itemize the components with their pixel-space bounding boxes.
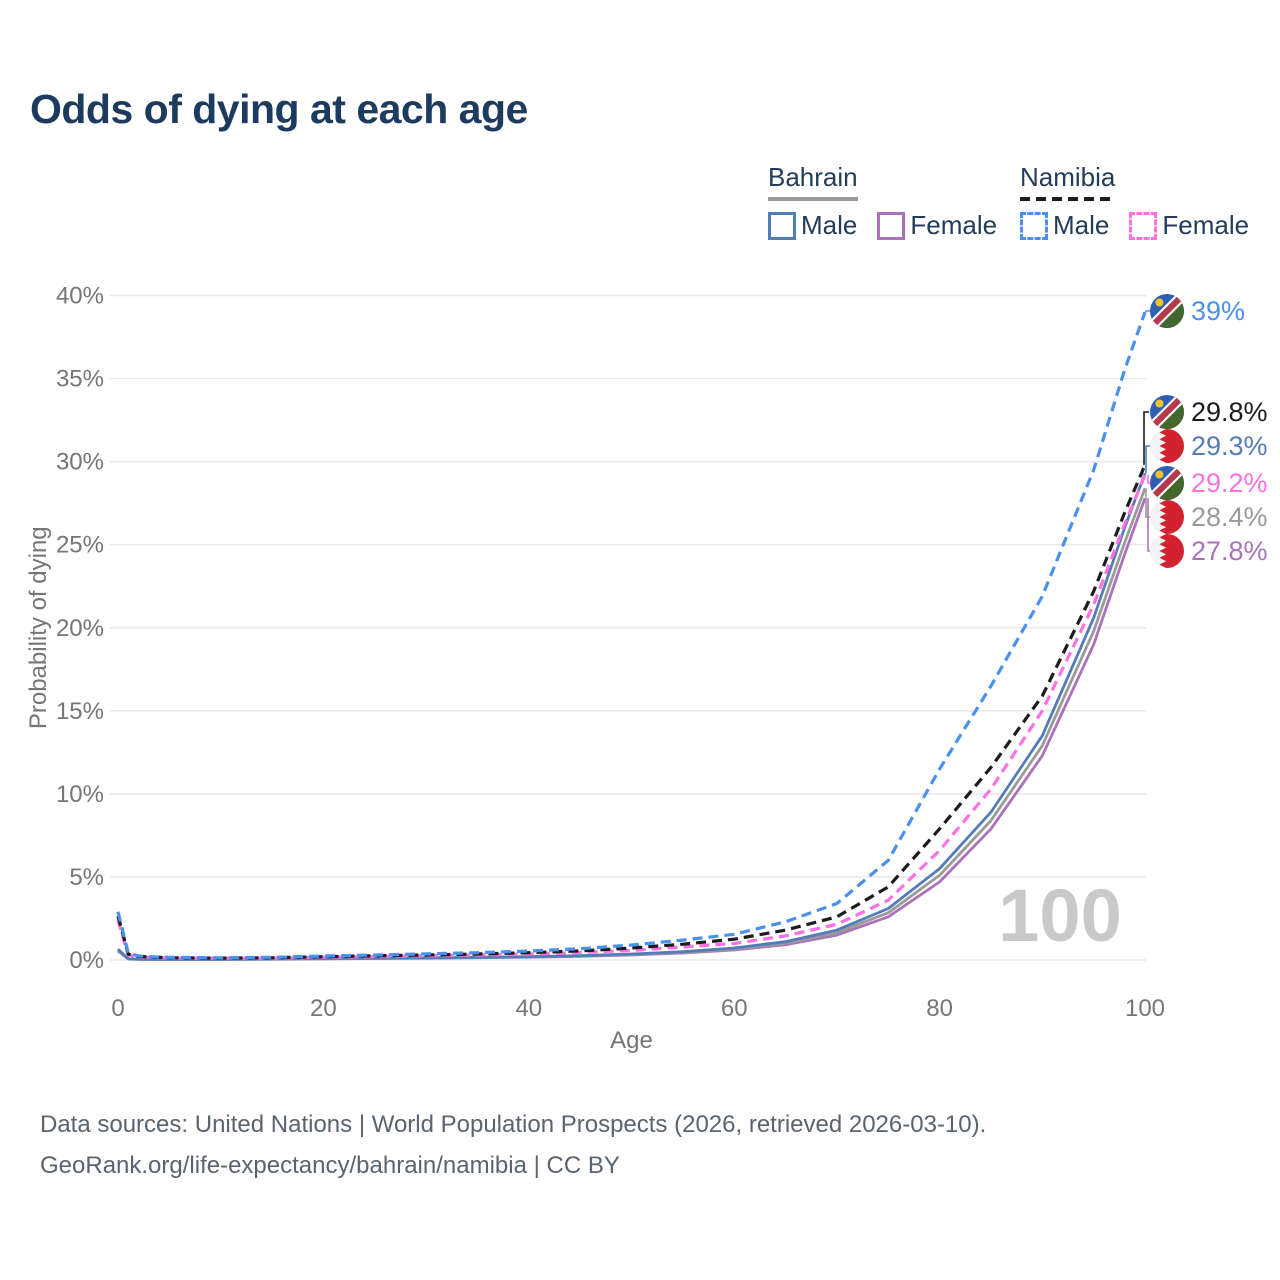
legend-underline-namibia: [1020, 197, 1116, 201]
source-url-text[interactable]: GeoRank.org/life-expectancy/bahrain/nami…: [40, 1152, 620, 1179]
leader-line-bahrain-male: [1145, 445, 1151, 474]
legend-underline-bahrain: [768, 197, 858, 201]
end-label-namibia-all: 29.8%: [1150, 395, 1268, 429]
bahrain-flag-icon: [1150, 534, 1184, 568]
end-label-value: 39%: [1191, 295, 1246, 326]
legend-country-bahrain[interactable]: Bahrain: [768, 162, 858, 201]
age-watermark: 100: [998, 874, 1121, 957]
legend-group-namibia: Namibia Male Female: [1020, 162, 1249, 241]
x-tick-label: 100: [1125, 995, 1165, 1022]
y-tick-label: 20%: [56, 615, 104, 642]
y-axis-title: Probability of dying: [25, 526, 52, 729]
legend-swatch-bahrain-male-icon: [768, 211, 796, 240]
legend-country-namibia[interactable]: Namibia: [1020, 162, 1116, 201]
legend-item-label: Male: [1053, 210, 1110, 240]
end-label-namibia-male: 39%: [1150, 294, 1245, 328]
legend-item-label: Female: [910, 210, 998, 240]
legend-items-bahrain: Male Female: [768, 210, 997, 241]
series-line-namibia-female[interactable]: [116, 474, 1147, 960]
legend-item-bahrain-female[interactable]: Female: [877, 210, 997, 241]
series-line-namibia-male[interactable]: [116, 311, 1147, 960]
bahrain-flag-icon: [1150, 500, 1184, 534]
series-line-namibia-all[interactable]: [116, 464, 1147, 960]
namibia-flag-icon: [1150, 294, 1184, 328]
y-tick-label: 35%: [56, 366, 104, 393]
legend-swatch-namibia-female-icon: [1129, 211, 1158, 240]
end-label-value: 29.2%: [1191, 467, 1268, 498]
legend-item-namibia-male[interactable]: Male: [1020, 210, 1109, 241]
x-tick-label: 0: [111, 995, 124, 1022]
data-sources-text: Data sources: United Nations | World Pop…: [40, 1111, 987, 1138]
y-tick-label: 40%: [56, 283, 104, 310]
legend-country-label-bahrain: Bahrain: [768, 162, 858, 192]
leader-line-namibia-male: [1145, 310, 1151, 313]
bahrain-flag-icon: [1150, 429, 1184, 463]
y-tick-label: 15%: [56, 698, 104, 725]
legend-group-bahrain: Bahrain Male Female: [768, 162, 997, 241]
end-label-namibia-female: 29.2%: [1150, 466, 1268, 500]
x-tick-label: 60: [721, 995, 748, 1022]
end-label-bahrain-female: 27.8%: [1150, 534, 1268, 568]
page-title: Odds of dying at each age: [30, 86, 528, 132]
end-label-bahrain-all: 28.4%: [1150, 500, 1268, 534]
end-label-value: 29.3%: [1191, 430, 1268, 461]
end-label-value: 27.8%: [1191, 535, 1268, 566]
end-label-value: 28.4%: [1191, 501, 1268, 532]
legend-item-label: Female: [1162, 210, 1250, 240]
legend-country-label-namibia: Namibia: [1020, 162, 1116, 192]
leader-line-bahrain-all: [1145, 488, 1151, 518]
x-tick-label: 40: [515, 995, 542, 1022]
y-tick-label: 5%: [69, 864, 104, 891]
legend-item-namibia-female[interactable]: Female: [1129, 210, 1249, 241]
y-tick-label: 30%: [56, 449, 104, 476]
x-tick-label: 20: [310, 995, 337, 1022]
namibia-flag-icon: [1150, 466, 1184, 500]
legend-swatch-bahrain-female-icon: [877, 211, 906, 240]
y-tick-label: 10%: [56, 781, 104, 808]
x-axis-title: Age: [610, 1027, 653, 1054]
footer: Data sources: United Nations | World Pop…: [40, 1104, 986, 1186]
series-line-bahrain-male[interactable]: [117, 472, 1147, 961]
legend-item-bahrain-male[interactable]: Male: [768, 210, 857, 241]
leader-line-namibia-all: [1143, 411, 1149, 465]
series-line-bahrain-female[interactable]: [117, 497, 1147, 961]
legend-item-label: Male: [801, 210, 858, 240]
y-tick-label: 25%: [56, 532, 104, 559]
end-label-bahrain-male: 29.3%: [1150, 429, 1268, 463]
y-tick-label: 0%: [69, 947, 104, 974]
series-line-bahrain-all[interactable]: [117, 487, 1147, 961]
legend-swatch-namibia-male-icon: [1020, 211, 1048, 240]
legend-items-namibia: Male Female: [1020, 210, 1249, 241]
namibia-flag-icon: [1150, 395, 1184, 429]
end-label-value: 29.8%: [1191, 396, 1268, 427]
x-tick-label: 80: [926, 995, 953, 1022]
